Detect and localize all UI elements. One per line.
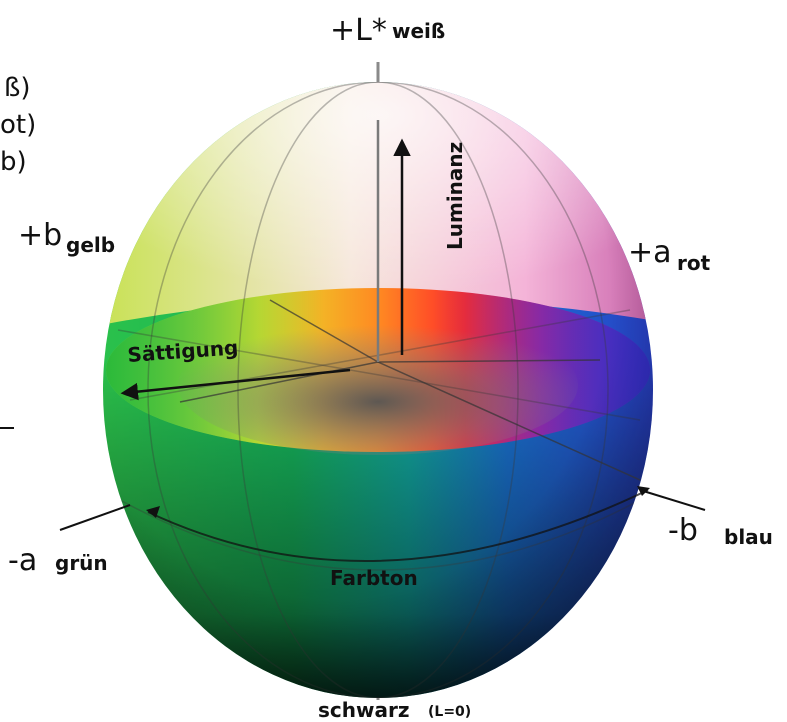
axis-label-minus-b: -b blau: [668, 513, 773, 549]
svg-text:schwarz: schwarz: [318, 698, 409, 722]
saturation-arrow: [120, 368, 351, 401]
svg-text:(L=0): (L=0): [428, 704, 471, 720]
svg-text:+L*: +L*: [330, 13, 387, 48]
minus-b-pointer-line: [639, 489, 706, 511]
svg-text:-a: -a: [8, 543, 37, 578]
svg-text:blau: blau: [724, 525, 773, 549]
svg-text:+b: +b: [18, 218, 62, 253]
color-sphere: [103, 82, 653, 698]
minus-a-pointer-line: [59, 504, 131, 531]
svg-text:grün: grün: [55, 551, 108, 575]
axis-label-plus-l: +L* weiß: [330, 13, 445, 48]
axis-label-minus-a: -a grün: [8, 543, 108, 578]
hue-arc: [147, 489, 649, 563]
svg-text:-b: -b: [668, 513, 698, 548]
axis-label-plus-b: +b gelb: [18, 218, 115, 257]
luminance-label: Luminanz: [443, 142, 467, 250]
center-axis-rays: [179, 299, 641, 481]
svg-text:ot): ot): [0, 110, 36, 140]
svg-text:weiß: weiß: [392, 19, 445, 43]
cropped-legend: ß) ot) b): [0, 73, 36, 177]
axis-label-plus-a: +a rot: [628, 235, 711, 275]
svg-text:+a: +a: [628, 235, 672, 270]
svg-text:rot: rot: [677, 251, 711, 275]
svg-text:b): b): [0, 147, 27, 177]
svg-text:gelb: gelb: [66, 233, 115, 257]
svg-text:ß): ß): [4, 73, 31, 103]
hue-label: Farbton: [330, 566, 418, 590]
axis-label-bottom: schwarz (L=0): [318, 698, 471, 722]
